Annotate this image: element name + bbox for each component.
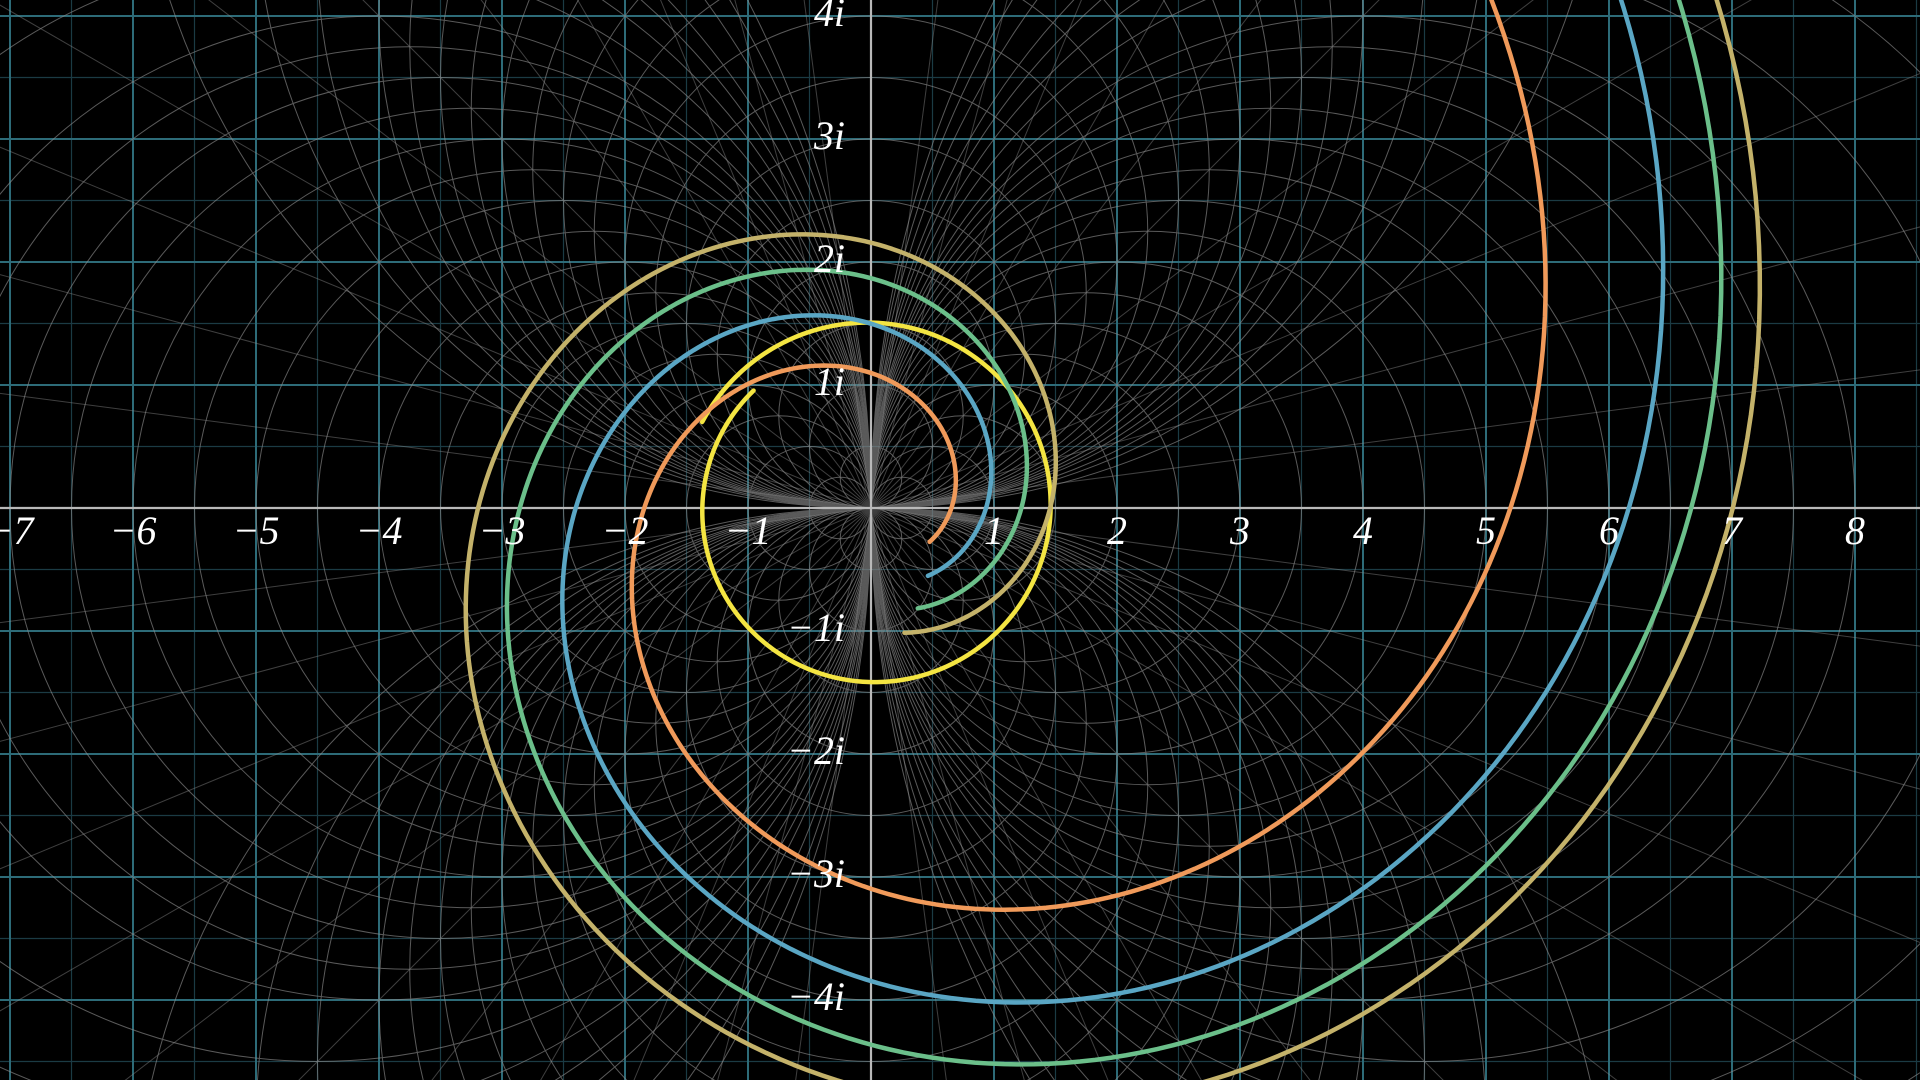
x-tick-label: 5 (1476, 508, 1496, 553)
y-tick-label: 1i (814, 359, 845, 404)
complex-plane: −7 −6 −5 −4 −3 −2 −1 1 2 3 4 5 6 7 8 −4i −3i −2i −1i 1i 2i 3i… (0, 0, 1920, 1080)
x-tick-label: 8 (1845, 508, 1865, 553)
x-tick-label: −3 (479, 508, 526, 553)
x-tick-label: −2 (602, 508, 649, 553)
x-tick-label: 6 (1599, 508, 1619, 553)
x-tick-label: −7 (0, 508, 35, 553)
y-tick-label: 3i (813, 113, 845, 158)
x-tick-label: 7 (1722, 508, 1744, 553)
x-tick-label: −4 (356, 508, 403, 553)
y-tick-label: 4i (814, 0, 845, 35)
x-tick-label: 1 (984, 508, 1004, 553)
y-tick-label: −2i (787, 728, 845, 773)
x-tick-label: −1 (725, 508, 772, 553)
y-tick-label: −4i (787, 974, 845, 1019)
x-tick-label: −5 (233, 508, 280, 553)
x-tick-label: 3 (1229, 508, 1250, 553)
y-tick-label: −3i (787, 851, 845, 896)
y-tick-label: 2i (814, 236, 845, 281)
x-tick-label: 4 (1353, 508, 1373, 553)
y-tick-label: −1i (787, 605, 845, 650)
x-tick-label: 2 (1107, 508, 1127, 553)
x-tick-label: −6 (110, 508, 157, 553)
